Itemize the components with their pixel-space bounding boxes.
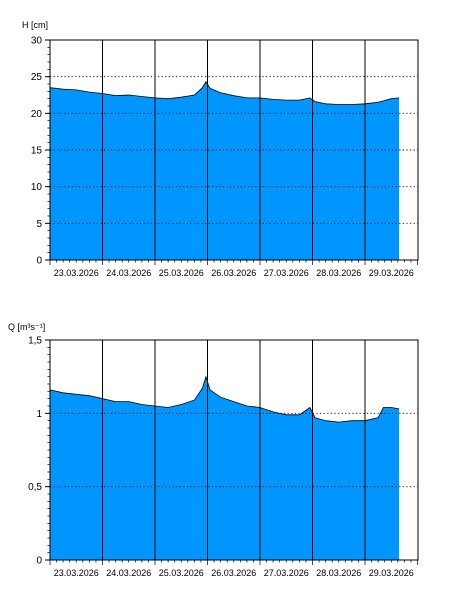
- water-level-chart: H [cm] 0 5 10 15 20 25 30 23.03.2026 24.03.2026 25…: [22, 20, 419, 278]
- series-area: [50, 81, 400, 260]
- y-tick-label: 0,5: [28, 482, 42, 493]
- y-tick-label: 0: [36, 556, 42, 567]
- y-tick-label: 10: [31, 182, 43, 193]
- x-tick-label: 23.03.2026: [54, 568, 99, 578]
- y-tick-label: 30: [31, 36, 43, 47]
- y-tick-label: 1,5: [28, 336, 42, 347]
- discharge-chart: Q [m³s⁻¹] 0 0,5 1 1,5 23.03.2026 24.03.2026 25.…: [8, 322, 419, 578]
- y-tick-label: 20: [31, 109, 43, 120]
- series-line: [49, 375, 400, 423]
- x-tick-label: 27.03.2026: [264, 268, 309, 278]
- x-tick-label: 27.03.2026: [264, 568, 309, 578]
- y-tick-label: 5: [36, 219, 42, 230]
- y-tick-label: 25: [31, 72, 43, 83]
- x-tick-label: 26.03.2026: [211, 568, 256, 578]
- x-tick-label: 24.03.2026: [106, 268, 151, 278]
- y-axis-label: Q [m³s⁻¹]: [8, 322, 45, 332]
- x-tick-label: 28.03.2026: [316, 268, 361, 278]
- x-tick-label: 25.03.2026: [159, 568, 204, 578]
- x-tick-label: 26.03.2026: [211, 268, 256, 278]
- x-tick-label: 29.03.2026: [369, 268, 414, 278]
- x-tick-label: 28.03.2026: [316, 568, 361, 578]
- x-tick-label: 23.03.2026: [54, 268, 99, 278]
- y-tick-label: 15: [31, 146, 43, 157]
- y-axis-label: H [cm]: [22, 20, 48, 30]
- x-tick-label: 29.03.2026: [369, 568, 414, 578]
- x-tick-label: 25.03.2026: [159, 268, 204, 278]
- series-area: [50, 376, 400, 560]
- series-line: [49, 81, 400, 105]
- y-tick-label: 1: [36, 409, 42, 420]
- y-tick-label: 0: [36, 256, 42, 267]
- x-tick-label: 24.03.2026: [106, 568, 151, 578]
